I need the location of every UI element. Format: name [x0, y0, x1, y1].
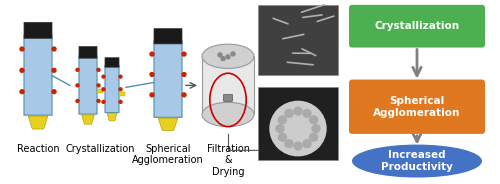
Circle shape — [182, 52, 186, 56]
Circle shape — [294, 142, 302, 150]
Text: Spherical
Agglomeration: Spherical Agglomeration — [374, 96, 460, 118]
Circle shape — [52, 47, 56, 51]
Ellipse shape — [202, 44, 254, 68]
Circle shape — [102, 88, 105, 91]
Ellipse shape — [202, 102, 254, 127]
Circle shape — [303, 140, 311, 148]
Circle shape — [226, 55, 230, 59]
Circle shape — [102, 75, 105, 78]
Circle shape — [310, 116, 318, 124]
Circle shape — [276, 125, 284, 132]
FancyBboxPatch shape — [154, 41, 182, 117]
Text: Spherical
Agglomeration: Spherical Agglomeration — [132, 144, 204, 165]
Circle shape — [119, 100, 122, 103]
Ellipse shape — [352, 145, 482, 178]
Circle shape — [285, 109, 293, 117]
FancyBboxPatch shape — [224, 95, 232, 101]
FancyBboxPatch shape — [24, 35, 52, 115]
Circle shape — [102, 100, 105, 103]
Circle shape — [97, 99, 100, 102]
Circle shape — [76, 99, 79, 102]
Circle shape — [20, 68, 24, 72]
Circle shape — [119, 88, 122, 91]
Polygon shape — [82, 115, 94, 124]
FancyBboxPatch shape — [79, 56, 97, 114]
Circle shape — [303, 109, 311, 117]
Polygon shape — [28, 116, 48, 129]
Text: Filtration
&
Drying: Filtration & Drying — [206, 144, 250, 177]
Circle shape — [310, 133, 318, 141]
Circle shape — [221, 57, 225, 61]
Polygon shape — [107, 113, 117, 121]
Circle shape — [97, 84, 100, 87]
Circle shape — [182, 72, 186, 76]
Circle shape — [312, 125, 320, 132]
Polygon shape — [158, 118, 178, 130]
Circle shape — [76, 84, 79, 87]
Text: Increased
Productivity: Increased Productivity — [381, 150, 453, 172]
FancyBboxPatch shape — [258, 5, 338, 75]
FancyBboxPatch shape — [349, 79, 485, 134]
Text: Crystallization: Crystallization — [374, 21, 460, 31]
Text: Crystallization: Crystallization — [65, 144, 135, 154]
FancyBboxPatch shape — [258, 87, 338, 160]
Circle shape — [294, 107, 302, 115]
Circle shape — [150, 52, 154, 56]
Circle shape — [20, 47, 24, 51]
FancyBboxPatch shape — [105, 65, 119, 113]
FancyBboxPatch shape — [349, 5, 485, 47]
Circle shape — [119, 75, 122, 78]
Text: Reaction: Reaction — [16, 144, 60, 154]
Circle shape — [278, 116, 286, 124]
Circle shape — [97, 68, 100, 71]
Polygon shape — [97, 89, 103, 93]
FancyBboxPatch shape — [105, 58, 119, 67]
Circle shape — [150, 72, 154, 76]
Circle shape — [182, 93, 186, 97]
Polygon shape — [119, 92, 125, 95]
Circle shape — [150, 93, 154, 97]
Circle shape — [285, 140, 293, 148]
FancyBboxPatch shape — [202, 56, 254, 114]
FancyBboxPatch shape — [154, 29, 182, 44]
Circle shape — [52, 68, 56, 72]
Circle shape — [52, 90, 56, 94]
Circle shape — [231, 52, 235, 56]
Circle shape — [218, 53, 222, 57]
Circle shape — [76, 68, 79, 71]
Circle shape — [270, 101, 326, 156]
Circle shape — [20, 90, 24, 94]
FancyBboxPatch shape — [24, 22, 52, 38]
Circle shape — [278, 133, 286, 141]
FancyBboxPatch shape — [79, 47, 97, 58]
